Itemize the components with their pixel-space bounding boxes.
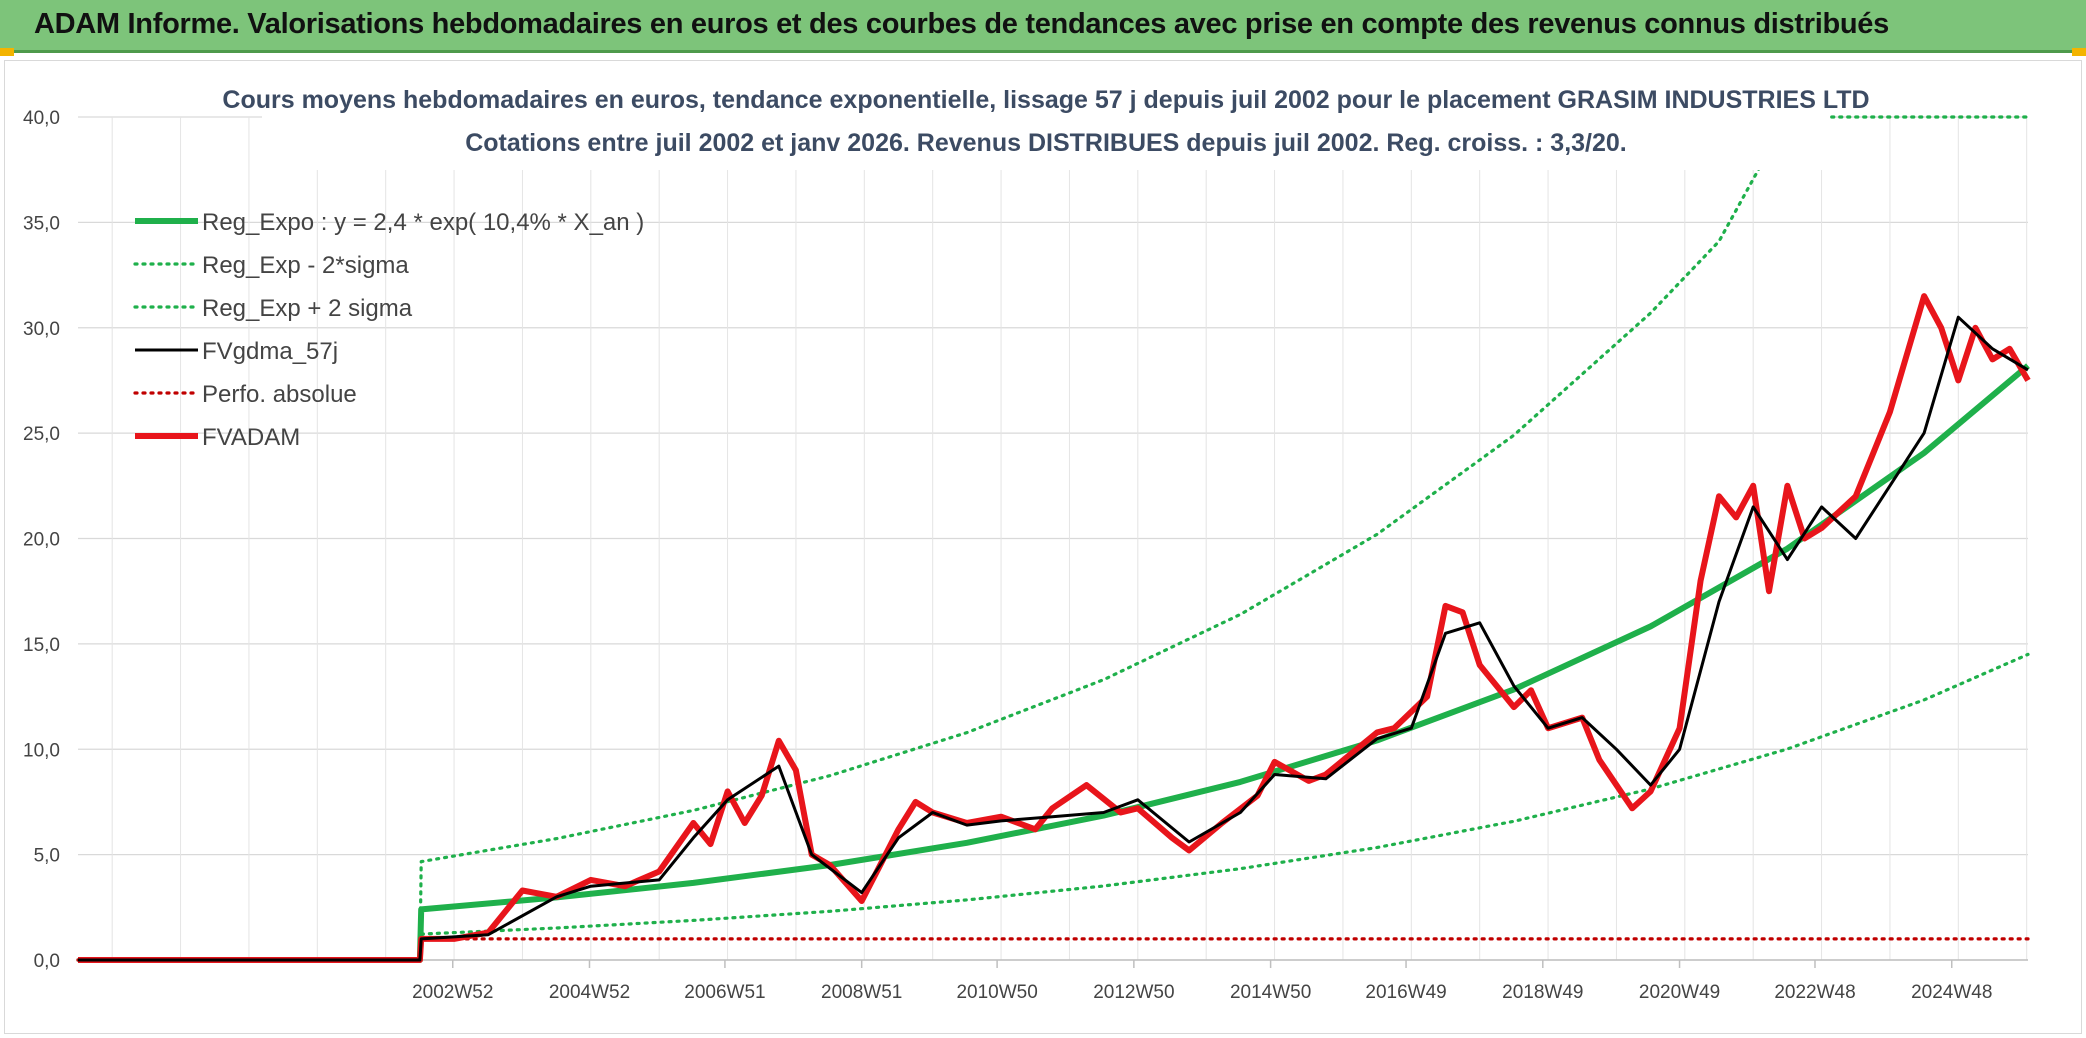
y-tick-label: 15,0	[23, 635, 60, 656]
x-tick-label: 2008W51	[821, 982, 902, 1003]
y-tick-label: 20,0	[23, 530, 60, 551]
x-axis: 2002W52 2004W52 2006W51 2008W51 2010W50 2012W…	[412, 960, 1992, 1003]
y-tick-label: 40,0	[23, 108, 60, 129]
corner-marker-right	[2072, 48, 2086, 56]
legend-label: Reg_Exp - 2*sigma	[202, 252, 409, 279]
y-tick-label: 30,0	[23, 319, 60, 340]
series-layer	[76, 115, 2031, 963]
x-tick-label: 2004W52	[549, 982, 630, 1003]
y-tick-label: 5,0	[34, 846, 60, 867]
legend: Reg_Expo : y = 2,4 * exp( 10,4% * X_an )…	[133, 209, 644, 451]
header-bar: ADAM Informe. Valorisations hebdomadaire…	[0, 0, 2086, 53]
y-tick-label: 25,0	[23, 424, 60, 445]
header-title: ADAM Informe. Valorisations hebdomadaire…	[34, 8, 1889, 40]
y-tick-label: 0,0	[34, 951, 60, 972]
x-tick-label: 2014W50	[1230, 982, 1311, 1003]
x-tick-label: 2024W48	[1911, 982, 1992, 1003]
x-tick-label: 2020W49	[1639, 982, 1720, 1003]
chart-frame	[4, 60, 2082, 1034]
chart-title-line1: Cours moyens hebdomadaires en euros, ten…	[222, 86, 1869, 114]
x-tick-label: 2002W52	[412, 982, 493, 1003]
x-tick-label: 2006W51	[684, 982, 765, 1003]
y-tick-label: 35,0	[23, 213, 60, 234]
x-tick-label: 2010W50	[956, 982, 1037, 1003]
series-line-5	[78, 293, 2031, 963]
x-tick-label: 2018W49	[1502, 982, 1583, 1003]
y-axis: 0,0 5,0 10,0 15,0 20,0 25,0 30,0 35,0 40,0	[23, 108, 60, 972]
legend-label: Perfo. absolue	[202, 381, 357, 408]
series-line-1	[76, 652, 2030, 962]
chart-title-group: Cours moyens hebdomadaires en euros, ten…	[222, 80, 1870, 170]
legend-label: FVgdma_57j	[202, 338, 338, 365]
chart-title-line2: Cotations entre juil 2002 et janv 2026. …	[465, 129, 1627, 157]
series-line-0	[78, 363, 2030, 963]
x-tick-label: 2022W48	[1774, 982, 1855, 1003]
legend-label: Reg_Exp + 2 sigma	[202, 295, 413, 322]
series-line-3	[78, 315, 2029, 962]
x-tick-label: 2012W50	[1093, 982, 1174, 1003]
y-tick-label: 10,0	[23, 740, 60, 761]
x-tick-label: 2016W49	[1365, 982, 1446, 1003]
legend-label: FVADAM	[202, 424, 300, 451]
corner-marker-left	[0, 48, 14, 56]
legend-label: Reg_Expo : y = 2,4 * exp( 10,4% * X_an )	[202, 209, 644, 236]
series-line-4	[76, 937, 2030, 962]
grid	[78, 116, 2028, 961]
